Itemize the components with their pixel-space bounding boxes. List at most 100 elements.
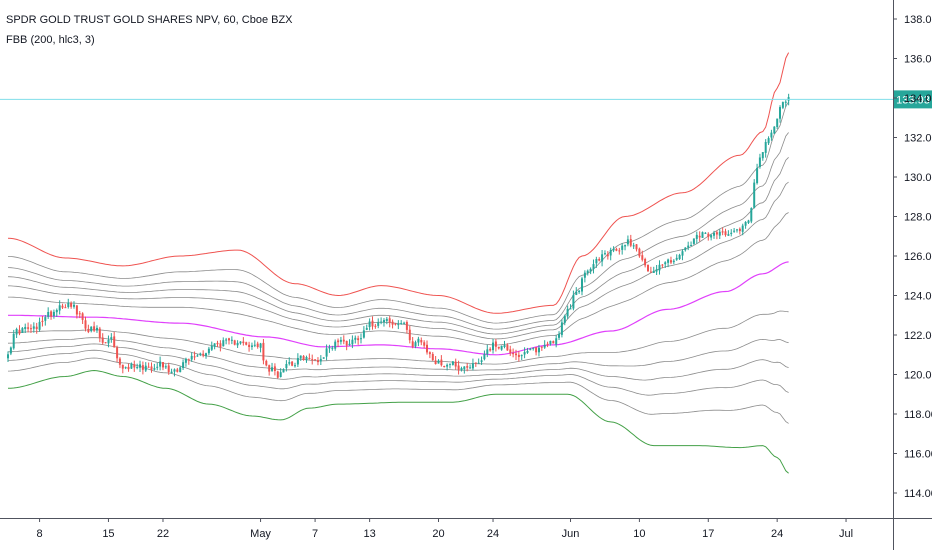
candle xyxy=(586,269,589,276)
candle xyxy=(184,357,187,367)
candle xyxy=(718,229,721,239)
candle xyxy=(411,337,414,349)
candle xyxy=(589,267,592,275)
candle xyxy=(144,362,147,372)
candle xyxy=(701,231,704,238)
candle xyxy=(368,318,371,331)
candle xyxy=(228,337,230,345)
candle xyxy=(351,335,354,349)
candle xyxy=(434,356,437,365)
candle xyxy=(219,340,222,352)
candle xyxy=(753,179,756,209)
candle xyxy=(558,331,560,340)
candle xyxy=(408,325,411,344)
candle xyxy=(308,353,311,360)
candle xyxy=(41,316,44,327)
candle xyxy=(173,368,176,377)
candle xyxy=(517,351,520,362)
candle xyxy=(271,362,273,372)
candle xyxy=(428,351,431,359)
candle xyxy=(405,320,408,334)
candle xyxy=(538,344,540,357)
candle xyxy=(130,362,133,369)
chart-legend: SPDR GOLD TRUST GOLD SHARES NPV, 60, Cbo… xyxy=(6,10,293,50)
upper-fib-band-0.5 xyxy=(7,157,789,335)
candle xyxy=(664,261,667,268)
candle xyxy=(535,347,538,356)
candle xyxy=(595,256,598,268)
candle xyxy=(110,333,113,343)
candle xyxy=(500,345,503,351)
candle xyxy=(288,357,291,366)
price-tick-label: 118.00 xyxy=(904,409,932,421)
candle xyxy=(268,364,271,376)
candle xyxy=(141,361,144,375)
candle xyxy=(167,362,170,375)
indicator-label[interactable]: FBB (200, hlc3, 3) xyxy=(6,34,95,46)
candle xyxy=(532,347,535,351)
candle xyxy=(116,345,119,363)
candlestick-series xyxy=(7,93,790,379)
price-tick-label: 132.00 xyxy=(904,133,932,145)
candle xyxy=(205,352,207,359)
candle xyxy=(667,258,670,268)
candle xyxy=(779,105,781,123)
candle xyxy=(698,231,701,242)
candle xyxy=(758,153,761,169)
candle xyxy=(150,362,153,373)
candle xyxy=(339,336,342,345)
candle xyxy=(322,357,325,359)
candle xyxy=(377,318,380,329)
candle xyxy=(245,341,248,346)
candle xyxy=(770,129,773,141)
time-tick-label: 8 xyxy=(37,528,43,540)
upper-fib-band-0.236 xyxy=(8,212,789,346)
candle xyxy=(296,353,299,367)
candle xyxy=(784,100,787,108)
candle xyxy=(529,347,532,351)
candle xyxy=(681,249,684,261)
price-tick-label: 138.00 xyxy=(904,14,932,26)
candle xyxy=(325,344,328,361)
candle xyxy=(64,304,67,309)
candle xyxy=(463,366,466,374)
candle xyxy=(357,335,360,345)
lower-fib-band-0.382 xyxy=(7,337,789,371)
candle xyxy=(546,341,549,348)
candle xyxy=(44,315,47,326)
candle xyxy=(497,346,500,350)
candle xyxy=(362,326,365,339)
candle xyxy=(385,317,388,325)
candle xyxy=(87,324,90,334)
price-tick-label: 120.00 xyxy=(904,370,932,382)
candle xyxy=(520,354,523,361)
candle xyxy=(196,354,199,357)
candle xyxy=(523,347,526,359)
candle xyxy=(394,323,397,326)
candle xyxy=(207,346,210,356)
candle xyxy=(90,326,93,333)
candle xyxy=(687,241,690,251)
candle xyxy=(638,247,641,258)
candle xyxy=(635,244,638,252)
candle xyxy=(124,366,127,370)
candle xyxy=(104,342,107,344)
candle xyxy=(578,289,581,294)
candle xyxy=(466,363,469,372)
candle xyxy=(649,266,652,273)
candle xyxy=(262,339,265,365)
candle xyxy=(609,247,612,261)
candle xyxy=(317,357,319,366)
candle xyxy=(624,244,627,251)
candle xyxy=(629,234,632,248)
candle xyxy=(403,321,406,325)
candle xyxy=(707,232,710,241)
candle xyxy=(236,340,239,348)
time-tick-label: May xyxy=(250,528,271,540)
candle xyxy=(397,320,400,330)
candle xyxy=(555,335,558,348)
candle xyxy=(107,335,110,348)
time-tick-label: 13 xyxy=(363,528,375,540)
